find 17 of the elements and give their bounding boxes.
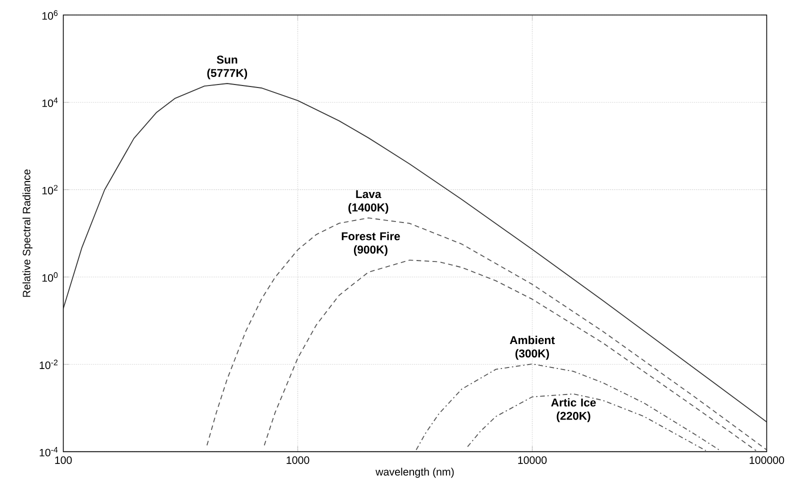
x-tick-label: 100 bbox=[55, 456, 72, 464]
y-tick-label: 10$^{2}$ bbox=[42, 184, 58, 194]
series-label: Sun (5777K) bbox=[207, 56, 248, 80]
x-tick-label: 100000 bbox=[750, 456, 784, 464]
y-tick-label: 10$^{-4}$ bbox=[40, 447, 58, 456]
x-tick-label: 10000 bbox=[518, 456, 547, 464]
y-tick-label: 10$^{6}$ bbox=[42, 10, 58, 20]
series-label: Forest Fire (900K) bbox=[342, 232, 400, 256]
x-tick-label: 1000 bbox=[286, 456, 310, 464]
series-label: Artic Ice (220K) bbox=[551, 398, 596, 422]
series-label: Ambient (300K) bbox=[510, 336, 555, 360]
y-axis-title: Relative Spectral Radiance bbox=[22, 170, 32, 297]
y-tick-label: 10$^{-2}$ bbox=[40, 360, 58, 370]
y-tick-label: 10$^{4}$ bbox=[42, 98, 58, 108]
x-axis-title: wavelength (nm) bbox=[376, 468, 454, 478]
y-tick-label: 10$^{0}$ bbox=[42, 272, 58, 282]
series-label: Lava (1400K) bbox=[348, 190, 388, 214]
